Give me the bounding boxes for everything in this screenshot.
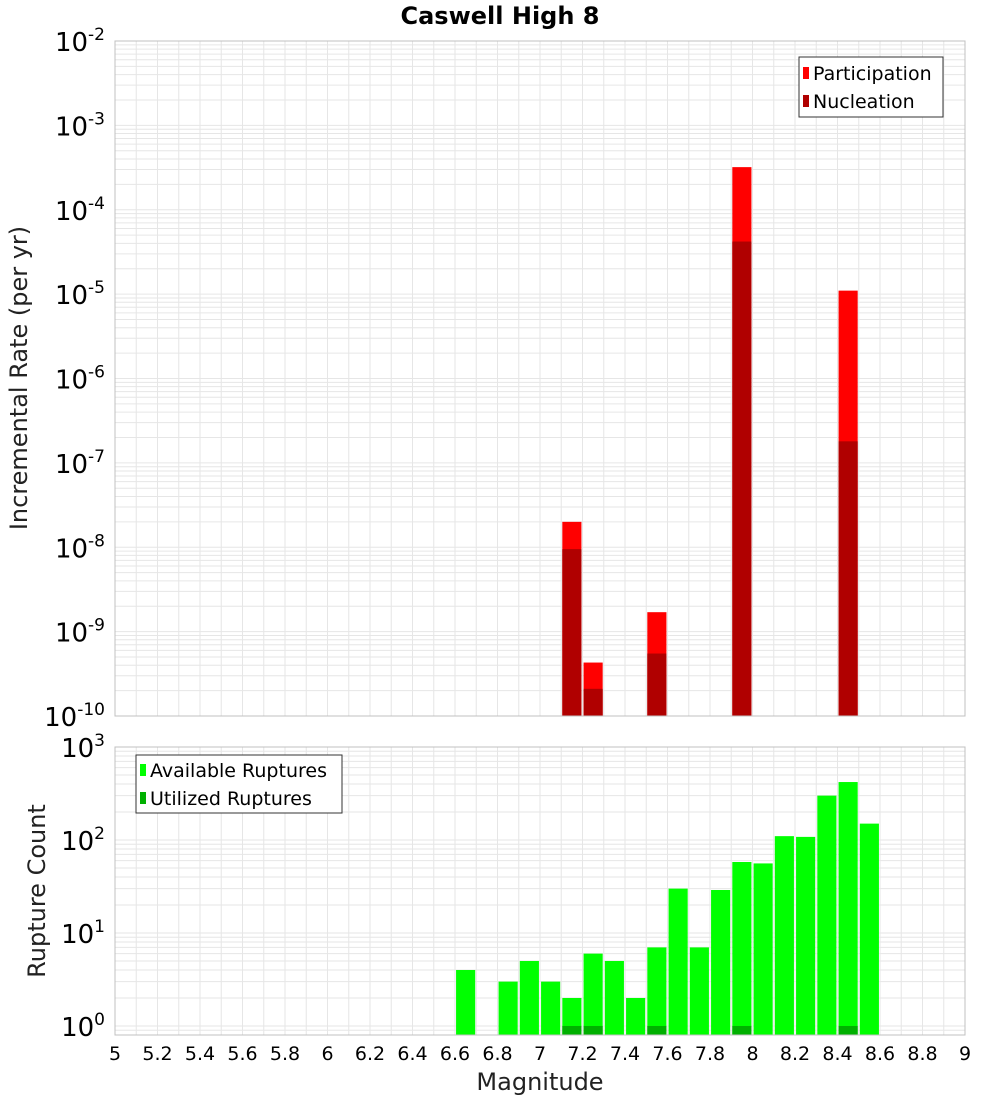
rate-plot-y-axis-label: Incremental Rate (per yr) <box>5 226 33 530</box>
nucleation-bar <box>583 688 603 716</box>
available-ruptures-bar <box>753 863 773 1035</box>
rate-y-tick-label: 10-10 <box>44 700 105 733</box>
available-ruptures-bar <box>456 969 476 1035</box>
x-tick-label: 6.4 <box>397 1043 427 1065</box>
x-tick-label: 5.8 <box>270 1043 300 1065</box>
x-tick-label: 6.2 <box>355 1043 385 1065</box>
rupture-count-plot: 100 101 102 103 5 5.2 5.4 5.6 5.8 6 6.2 6.4 6.6 6.8 7… <box>23 731 971 1096</box>
rupture-plot-frame <box>114 746 966 1036</box>
nucleation-bar <box>838 441 858 716</box>
x-tick-label: 5.6 <box>227 1043 257 1065</box>
rupture-plot-legend-box <box>135 754 343 814</box>
available-ruptures-bar <box>796 836 816 1035</box>
legend-utilized-label: Utilized Ruptures <box>150 788 312 810</box>
rate-plot-frame <box>114 40 966 717</box>
utilized-ruptures-bar <box>647 1025 667 1035</box>
available-ruptures-bar <box>859 823 879 1035</box>
chart-title: Caswell High 8 <box>401 2 600 30</box>
rate-y-tick-label: 10-9 <box>55 616 105 649</box>
legend-nucleation-swatch <box>803 95 809 107</box>
available-ruptures-bar <box>583 953 603 1035</box>
available-ruptures-bar <box>817 795 837 1035</box>
available-ruptures-bar <box>647 947 667 1035</box>
rate-y-tick-label: 10-2 <box>55 25 105 58</box>
rate-y-tick-label: 10-3 <box>55 109 105 142</box>
rate-y-tick-label: 10-7 <box>55 447 105 480</box>
rate-y-tick-label: 10-5 <box>55 278 105 311</box>
x-tick-label: 7.8 <box>695 1043 725 1065</box>
legend-available-label: Available Ruptures <box>150 760 327 782</box>
nucleation-bar <box>732 241 752 717</box>
x-axis-label: Magnitude <box>476 1068 603 1096</box>
utilized-ruptures-bar <box>562 1025 582 1035</box>
available-ruptures-bar <box>838 782 858 1035</box>
rate-y-tick-label: 10-8 <box>55 531 105 564</box>
legend-available-swatch <box>140 764 146 776</box>
available-ruptures-bar <box>604 960 624 1035</box>
rupture-plot-y-ticks: 100 101 102 103 <box>61 731 105 1043</box>
x-tick-label: 8.4 <box>822 1043 852 1065</box>
available-ruptures-bar <box>668 888 688 1035</box>
available-ruptures-bar <box>498 981 518 1035</box>
available-ruptures-bar <box>519 960 539 1035</box>
rupture-y-tick-label: 101 <box>61 917 105 950</box>
available-ruptures-bar <box>711 889 731 1035</box>
rupture-plot-bars <box>456 782 879 1035</box>
rate-y-tick-label: 10-4 <box>55 194 105 227</box>
nucleation-bar <box>562 549 582 716</box>
x-tick-label: 9 <box>959 1043 971 1065</box>
rupture-y-tick-label: 102 <box>61 824 105 857</box>
rupture-plot-legend: Available Ruptures Utilized Ruptures <box>135 754 343 814</box>
available-ruptures-bar <box>541 981 561 1035</box>
rate-plot-grid <box>114 41 966 717</box>
available-ruptures-bar <box>689 947 709 1035</box>
available-ruptures-bar <box>774 836 794 1035</box>
available-ruptures-bar <box>626 997 646 1035</box>
x-tick-label: 6.8 <box>482 1043 512 1065</box>
available-ruptures-bar <box>562 997 582 1035</box>
rupture-y-tick-label: 103 <box>61 731 105 764</box>
x-axis-ticks: 5 5.2 5.4 5.6 5.8 6 6.2 6.4 6.6 6.8 7 7.2 7.4 7.6 7.8 8… <box>109 1043 971 1065</box>
x-tick-label: 7.2 <box>567 1043 597 1065</box>
legend-nucleation-label: Nucleation <box>813 91 915 113</box>
legend-utilized-swatch <box>140 792 146 804</box>
x-tick-label: 8.6 <box>865 1043 895 1065</box>
legend-participation-swatch <box>803 67 809 79</box>
x-tick-label: 8.8 <box>907 1043 937 1065</box>
rate-plot-bars <box>562 167 858 717</box>
x-tick-label: 6.6 <box>440 1043 470 1065</box>
rate-plot-y-ticks: 10-2 10-3 10-4 10-5 10-6 10-7 10-8 10-9 10-10 <box>44 25 105 733</box>
rate-y-tick-label: 10-6 <box>55 363 105 396</box>
x-tick-label: 8 <box>746 1043 758 1065</box>
x-tick-label: 6 <box>321 1043 333 1065</box>
rupture-y-tick-label: 100 <box>61 1010 105 1043</box>
rate-plot: 10-2 10-3 10-4 10-5 10-6 10-7 10-8 10-9 10-10 In… <box>5 25 966 733</box>
rate-plot-legend: Participation Nucleation <box>798 56 944 118</box>
x-tick-label: 5.2 <box>142 1043 172 1065</box>
x-tick-label: 7.4 <box>610 1043 640 1065</box>
x-tick-label: 7 <box>534 1043 546 1065</box>
rate-plot-legend-box <box>798 56 944 118</box>
x-tick-label: 5.4 <box>185 1043 215 1065</box>
available-ruptures-bar <box>732 861 752 1035</box>
x-tick-label: 5 <box>109 1043 121 1065</box>
rupture-plot-y-axis-label: Rupture Count <box>23 804 51 978</box>
utilized-ruptures-bar <box>838 1025 858 1035</box>
x-tick-label: 8.2 <box>780 1043 810 1065</box>
x-tick-label: 7.6 <box>652 1043 682 1065</box>
nucleation-bar <box>647 653 667 716</box>
utilized-ruptures-bar <box>583 1025 603 1035</box>
legend-participation-label: Participation <box>813 63 932 85</box>
utilized-ruptures-bar <box>732 1025 752 1035</box>
